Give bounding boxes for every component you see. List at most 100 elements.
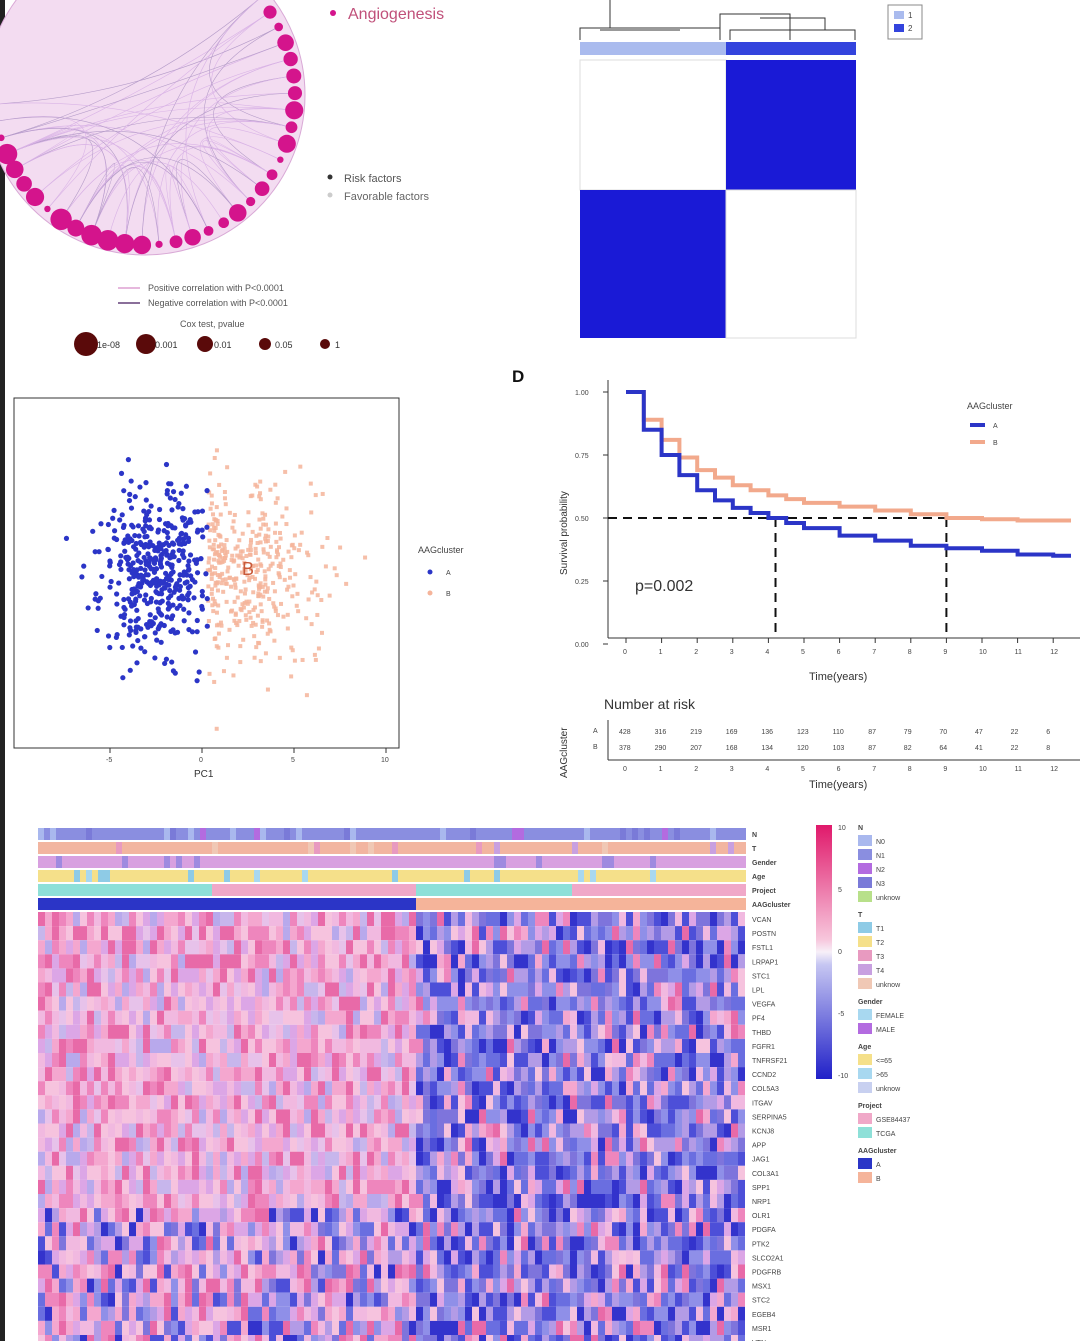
heatmap-cell [654, 1222, 661, 1237]
annotation-cell [410, 898, 416, 910]
heatmap-cell [703, 1024, 710, 1039]
heatmap-cell [171, 940, 178, 955]
pca-point-b [224, 655, 229, 660]
heatmap-cell [325, 954, 332, 969]
pca-point-b [213, 602, 218, 607]
heatmap-cell [451, 1165, 458, 1180]
heatmap-cell [248, 1123, 255, 1138]
heatmap-cell [738, 968, 745, 983]
heatmap-cell [521, 1095, 528, 1110]
heatmap-cell [437, 1194, 444, 1209]
heatmap-cell [458, 1306, 465, 1321]
annotation-cell [428, 856, 434, 868]
heatmap-cell [185, 1292, 192, 1307]
annotation-cell [266, 870, 272, 882]
risk-table-title: Number at risk [604, 696, 696, 712]
heatmap-cell [717, 1222, 724, 1237]
heatmap-cell [633, 1179, 640, 1194]
pca-point-a [146, 517, 153, 523]
heatmap-cell [101, 1038, 108, 1053]
heatmap-cell [164, 1123, 171, 1138]
heatmap-cell [73, 912, 80, 927]
heatmap-cell [346, 1010, 353, 1025]
risk-cell: 82 [904, 745, 912, 752]
heatmap-cell [388, 1250, 395, 1265]
heatmap-cell [647, 1306, 654, 1321]
heatmap-cell [325, 1278, 332, 1293]
heatmap-cell [738, 1250, 745, 1265]
heatmap-cell [367, 1236, 374, 1251]
heatmap-cell [115, 1165, 122, 1180]
heatmap-cell [465, 926, 472, 941]
heatmap-cell [129, 912, 136, 927]
pca-point-a [182, 580, 188, 586]
heatmap-cell [129, 1264, 136, 1279]
heatmap-cell [472, 954, 479, 969]
annotation-cell [206, 828, 212, 840]
annotation-cell [224, 842, 230, 854]
heatmap-cell [360, 1038, 367, 1053]
heatmap-cell [451, 940, 458, 955]
annotation-cell [734, 828, 740, 840]
heatmap-cell [507, 1165, 514, 1180]
heatmap-cell [227, 1053, 234, 1068]
annotation-cell [596, 870, 602, 882]
heatmap-cell [675, 982, 682, 997]
pca-point-b [268, 487, 273, 492]
heatmap-cell [94, 1081, 101, 1096]
heatmap-cell [507, 1081, 514, 1096]
heatmap-cell [703, 912, 710, 927]
heatmap-cell [738, 1222, 745, 1237]
pca-point-b [262, 569, 267, 574]
heatmap-cell [577, 1306, 584, 1321]
annotation-cell [734, 884, 740, 896]
pca-point-a [155, 606, 161, 612]
pca-point-b [281, 557, 286, 562]
heatmap-cell [493, 1038, 500, 1053]
heatmap-cell [654, 1194, 661, 1209]
heatmap-cell [549, 1292, 556, 1307]
heatmap-cell [297, 1236, 304, 1251]
heatmap-cell [80, 926, 87, 941]
network-node [283, 51, 298, 67]
heatmap-cell [206, 1123, 213, 1138]
heatmap-cell [549, 1067, 556, 1082]
heatmap-cell [423, 1095, 430, 1110]
pca-point-b [208, 528, 213, 533]
annotation-cell [614, 870, 620, 882]
heatmap-cell [395, 1236, 402, 1251]
heatmap-cell [395, 982, 402, 997]
annotation-cell [656, 842, 662, 854]
pca-point-a [199, 606, 205, 612]
heatmap-cell [633, 1165, 640, 1180]
pca-point-b [289, 645, 294, 650]
heatmap-cell [479, 1320, 486, 1335]
heatmap-cell [493, 1010, 500, 1025]
heatmap-cell [640, 1278, 647, 1293]
heatmap-cell [472, 1208, 479, 1223]
heatmap-cell [696, 968, 703, 983]
heatmap-cell [353, 954, 360, 969]
heatmap-cell [577, 1123, 584, 1138]
heatmap-cell [73, 1208, 80, 1223]
heatmap-cell [101, 982, 108, 997]
heatmap-cell [101, 1194, 108, 1209]
heatmap-cell [689, 982, 696, 997]
heatmap-cell [675, 1306, 682, 1321]
annotation-cell [140, 856, 146, 868]
network-node [132, 235, 152, 255]
pca-point-b [313, 493, 318, 498]
annotation-cell [176, 828, 182, 840]
heatmap-cell [339, 1151, 346, 1166]
heatmap-cell [570, 1151, 577, 1166]
annotation-cell [272, 828, 278, 840]
heatmap-cell [101, 940, 108, 955]
heatmap-cell [360, 1123, 367, 1138]
heatmap-cell [227, 1067, 234, 1082]
heatmap-cell [409, 1179, 416, 1194]
heatmap-cell [38, 940, 45, 955]
heatmap-cell [143, 1222, 150, 1237]
pca-point-a [204, 596, 210, 602]
pca-point-b [212, 528, 217, 533]
heatmap-cell [689, 1222, 696, 1237]
